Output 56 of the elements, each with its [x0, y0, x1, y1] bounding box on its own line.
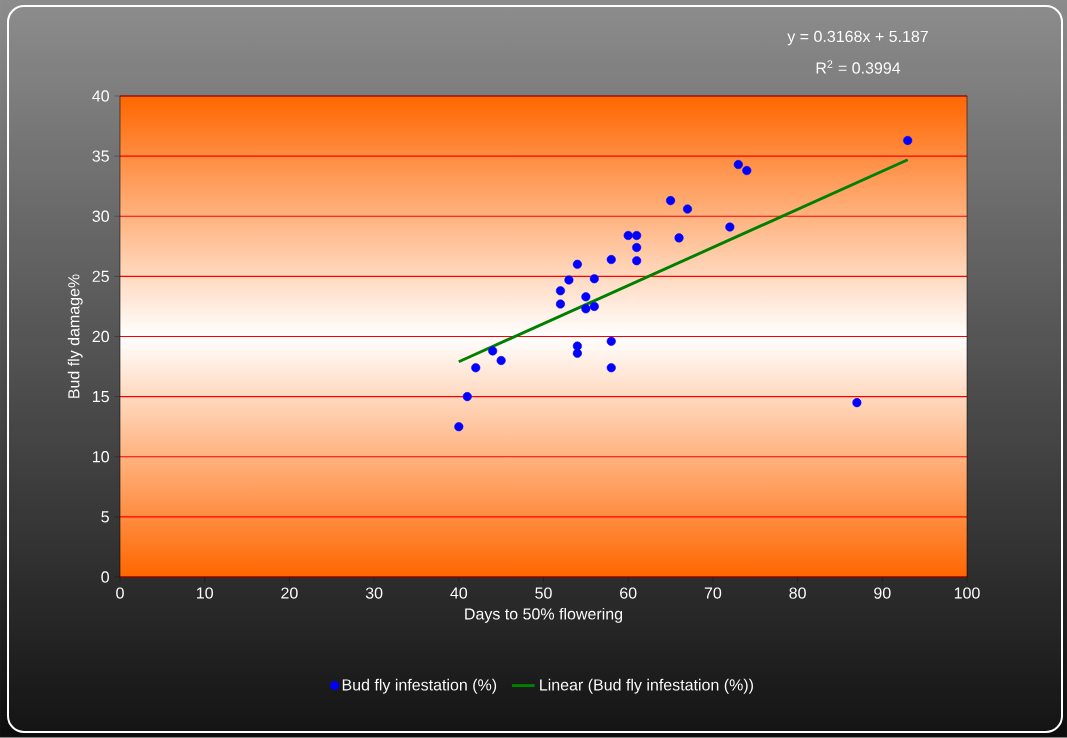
x-tick-label: 80 [789, 587, 806, 599]
point [555, 286, 565, 296]
y-axis-title: Bud fly damage% [67, 274, 83, 398]
x-tick-label: 40 [450, 587, 468, 599]
legend-label: Linear (Bud fly infestation (%)) [540, 678, 753, 694]
point [606, 336, 616, 346]
y-tick-label: 30 [92, 210, 109, 222]
point [471, 363, 481, 373]
point [572, 348, 582, 358]
point [488, 346, 498, 356]
point [666, 196, 676, 206]
point [589, 274, 599, 284]
y-tick-label: 25 [92, 270, 109, 283]
x-tick-label: 100 [954, 587, 980, 599]
point [572, 259, 582, 269]
point [903, 135, 913, 146]
point [606, 254, 616, 265]
point [589, 301, 599, 311]
x-axis-title: Days to 50% flowering [465, 607, 623, 623]
y-tick-label: 15 [93, 391, 109, 403]
x-tick-label: 20 [281, 587, 298, 599]
text: y = 0.3168x + 5.187 [787, 30, 928, 46]
point [742, 166, 752, 176]
y-tick-label: 5 [101, 511, 109, 523]
x-tick-label: 10 [197, 587, 213, 599]
point [632, 230, 642, 241]
x-tick-label: 60 [620, 587, 637, 599]
y-tick-label: 20 [92, 330, 109, 343]
legend-label: Bud fly infestation (%) [342, 678, 497, 694]
point [572, 341, 582, 351]
point [632, 256, 642, 266]
point [555, 299, 565, 309]
x-tick-label: 90 [874, 587, 891, 599]
y-tick-label: 35 [92, 150, 109, 162]
x-tick-label: 70 [704, 587, 722, 599]
point [852, 398, 862, 408]
point [581, 292, 591, 302]
point [623, 230, 633, 241]
point [725, 222, 735, 232]
point [496, 356, 506, 366]
point [674, 233, 684, 243]
text: R$^{2}$ = 0.3994 [816, 60, 901, 74]
y-tick-label: 10 [93, 451, 109, 463]
y-tick-label: 40 [92, 90, 109, 102]
point [606, 363, 616, 373]
point [581, 304, 591, 314]
point [632, 242, 642, 253]
x-tick-label: 50 [535, 587, 552, 599]
point [733, 160, 743, 170]
point [682, 204, 693, 214]
point [454, 422, 464, 432]
y-tick-label: 0 [101, 571, 109, 583]
x-tick-label: 0 [116, 587, 124, 599]
point [564, 275, 574, 285]
x-tick-label: 30 [365, 587, 383, 599]
point [462, 392, 472, 402]
